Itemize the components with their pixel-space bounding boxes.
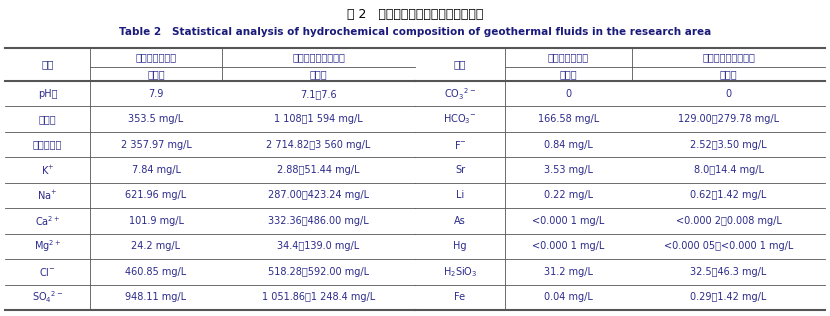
Text: 7.1～7.6: 7.1～7.6 — [300, 89, 337, 99]
Text: 332.36～486.00 mg/L: 332.36～486.00 mg/L — [268, 216, 369, 226]
Text: 溶解总固体: 溶解总固体 — [33, 140, 62, 149]
Text: F$^{-}$: F$^{-}$ — [454, 139, 466, 151]
Text: Mg$^{2+}$: Mg$^{2+}$ — [34, 239, 61, 254]
Text: 古生界碳酸盐岩热储: 古生界碳酸盐岩热储 — [292, 52, 345, 63]
Text: Table 2   Statistical analysis of hydrochemical composition of geothermal fluids: Table 2 Statistical analysis of hydroche… — [119, 27, 711, 37]
Text: H$_{2}$SiO$_{3}$: H$_{2}$SiO$_{3}$ — [442, 265, 477, 279]
Text: pH值: pH值 — [37, 89, 57, 99]
Text: 2 714.82～3 560 mg/L: 2 714.82～3 560 mg/L — [266, 140, 371, 149]
Text: Cl$^{-}$: Cl$^{-}$ — [39, 266, 56, 278]
Text: 7.84 mg/L: 7.84 mg/L — [131, 165, 180, 175]
Text: 0.29～1.42 mg/L: 0.29～1.42 mg/L — [691, 292, 767, 302]
Text: SO$_{4}$$^{2-}$: SO$_{4}$$^{2-}$ — [32, 289, 63, 305]
Text: 3.53 mg/L: 3.53 mg/L — [544, 165, 593, 175]
Text: CO$_{3}$$^{2-}$: CO$_{3}$$^{2-}$ — [444, 86, 476, 101]
Text: 621.96 mg/L: 621.96 mg/L — [125, 191, 187, 200]
Text: 0: 0 — [725, 89, 731, 99]
Text: 7.9: 7.9 — [149, 89, 164, 99]
Text: 518.28～592.00 mg/L: 518.28～592.00 mg/L — [268, 267, 369, 277]
Text: 范围値: 范围値 — [310, 69, 327, 79]
Text: 项目: 项目 — [454, 59, 466, 70]
Text: 1 051.86～1 248.4 mg/L: 1 051.86～1 248.4 mg/L — [262, 292, 375, 302]
Text: 460.85 mg/L: 460.85 mg/L — [125, 267, 187, 277]
Text: 2 357.97 mg/L: 2 357.97 mg/L — [120, 140, 192, 149]
Text: 34.4～139.0 mg/L: 34.4～139.0 mg/L — [277, 241, 359, 252]
Text: <0.000 1 mg/L: <0.000 1 mg/L — [532, 241, 605, 252]
Text: 新生界砂岩热储: 新生界砂岩热储 — [135, 52, 177, 63]
Text: 2.88～51.44 mg/L: 2.88～51.44 mg/L — [277, 165, 359, 175]
Text: 范围値: 范围値 — [720, 69, 737, 79]
Text: 总硬度: 总硬度 — [39, 114, 56, 124]
Text: As: As — [454, 216, 466, 226]
Text: 31.2 mg/L: 31.2 mg/L — [544, 267, 593, 277]
Text: <0.000 05～<0.000 1 mg/L: <0.000 05～<0.000 1 mg/L — [664, 241, 793, 252]
Text: HCO$_{3}$$^{-}$: HCO$_{3}$$^{-}$ — [443, 112, 476, 126]
Text: 表 2   研究区地热流体水化学成分统计: 表 2 研究区地热流体水化学成分统计 — [347, 8, 483, 21]
Text: Hg: Hg — [453, 241, 466, 252]
Text: 353.5 mg/L: 353.5 mg/L — [129, 114, 183, 124]
Text: 古生界碳酸盐岩热储: 古生界碳酸盐岩热储 — [702, 52, 755, 63]
Text: Ca$^{2+}$: Ca$^{2+}$ — [35, 214, 61, 228]
Text: 0.84 mg/L: 0.84 mg/L — [544, 140, 593, 149]
Text: 0.04 mg/L: 0.04 mg/L — [544, 292, 593, 302]
Text: Li: Li — [456, 191, 464, 200]
Text: Fe: Fe — [455, 292, 466, 302]
Text: 0.22 mg/L: 0.22 mg/L — [544, 191, 593, 200]
Text: <0.000 2～0.008 mg/L: <0.000 2～0.008 mg/L — [676, 216, 781, 226]
Text: <0.000 1 mg/L: <0.000 1 mg/L — [532, 216, 605, 226]
Text: K$^{+}$: K$^{+}$ — [41, 163, 54, 177]
Text: 287.00～423.24 mg/L: 287.00～423.24 mg/L — [268, 191, 369, 200]
Text: 32.5～46.3 mg/L: 32.5～46.3 mg/L — [691, 267, 767, 277]
Text: 1 108～1 594 mg/L: 1 108～1 594 mg/L — [274, 114, 363, 124]
Text: 范围値: 范围値 — [147, 69, 165, 79]
Text: 129.00～279.78 mg/L: 129.00～279.78 mg/L — [678, 114, 779, 124]
Text: 范围値: 范围値 — [559, 69, 578, 79]
Text: 2.52～3.50 mg/L: 2.52～3.50 mg/L — [691, 140, 767, 149]
Text: 0.62～1.42 mg/L: 0.62～1.42 mg/L — [691, 191, 767, 200]
Text: 24.2 mg/L: 24.2 mg/L — [131, 241, 181, 252]
Text: 101.9 mg/L: 101.9 mg/L — [129, 216, 183, 226]
Text: 166.58 mg/L: 166.58 mg/L — [538, 114, 599, 124]
Text: 948.11 mg/L: 948.11 mg/L — [125, 292, 187, 302]
Text: 项目: 项目 — [42, 59, 54, 70]
Text: 新生界砂岩热储: 新生界砂岩热储 — [548, 52, 589, 63]
Text: Na$^{+}$: Na$^{+}$ — [37, 189, 57, 202]
Text: 0: 0 — [565, 89, 572, 99]
Text: 8.0～14.4 mg/L: 8.0～14.4 mg/L — [694, 165, 764, 175]
Text: Sr: Sr — [455, 165, 465, 175]
